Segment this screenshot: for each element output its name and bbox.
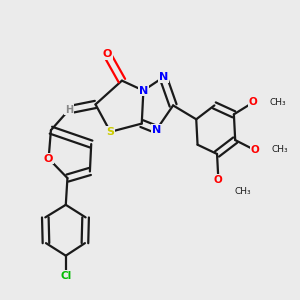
Text: O: O [214, 175, 223, 185]
Text: O: O [250, 145, 259, 155]
Text: N: N [139, 85, 148, 96]
Text: H: H [65, 105, 73, 115]
Text: CH₃: CH₃ [271, 146, 288, 154]
Text: O: O [249, 98, 257, 107]
Text: Cl: Cl [60, 271, 71, 281]
Text: CH₃: CH₃ [269, 98, 286, 107]
Text: O: O [102, 49, 112, 59]
Text: O: O [44, 154, 53, 164]
Text: S: S [106, 127, 114, 137]
Text: N: N [159, 72, 168, 82]
Text: CH₃: CH₃ [235, 187, 251, 196]
Text: N: N [152, 124, 161, 134]
